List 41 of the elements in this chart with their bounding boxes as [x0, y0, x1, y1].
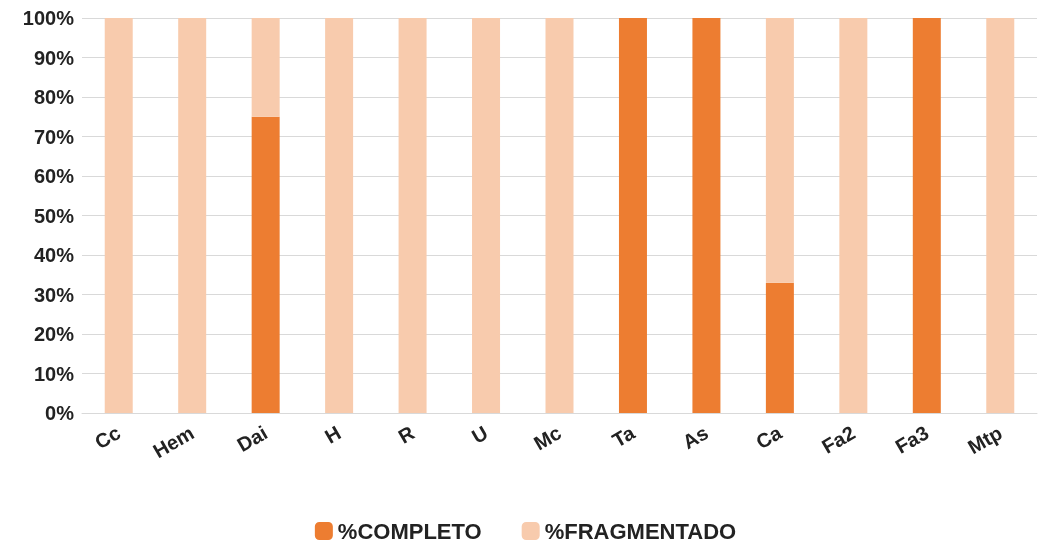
bar: [839, 18, 868, 413]
y-tick-label: 40%: [33, 244, 75, 266]
y-tick-label: 0%: [45, 402, 75, 424]
x-tick-label: R: [394, 421, 419, 448]
bar: [618, 18, 647, 413]
legend-label: %COMPLETO: [337, 518, 482, 544]
legend-label: %FRAGMENTADO: [544, 518, 737, 544]
x-tick-label: Dai: [233, 421, 272, 457]
bar: [765, 18, 794, 283]
bar: [765, 282, 794, 413]
x-tick-label: U: [468, 421, 492, 448]
bar: [325, 18, 354, 413]
bar: [472, 18, 501, 413]
x-tick-label: H: [321, 421, 345, 448]
bar: [104, 18, 133, 413]
bar: [912, 18, 941, 413]
y-tick-label: 30%: [33, 283, 75, 306]
x-tick-label: Fa2: [818, 421, 859, 458]
x-tick-label: Ca: [752, 421, 787, 454]
y-tick-label: 10%: [33, 362, 75, 385]
x-tick-label: Cc: [91, 421, 125, 454]
bar: [986, 18, 1015, 413]
bar: [398, 18, 427, 413]
bar: [545, 18, 574, 413]
x-tick-label: Ta: [608, 421, 640, 452]
y-tick-label: 20%: [33, 323, 75, 345]
x-tick-label: As: [678, 421, 712, 454]
x-tick-label: Hem: [149, 421, 198, 463]
y-tick-label: 70%: [33, 125, 75, 148]
x-tick-label: Mtp: [964, 421, 1006, 459]
y-tick-label: 60%: [33, 165, 75, 187]
x-tick-label: Mc: [529, 421, 565, 455]
bar: [692, 18, 721, 413]
bar: [178, 18, 207, 413]
y-tick-label: 50%: [33, 204, 75, 227]
y-tick-label: 100%: [22, 7, 75, 29]
y-tick-label: 90%: [33, 46, 75, 69]
bar: [251, 116, 280, 413]
y-tick-label: 80%: [33, 86, 75, 108]
x-tick-label: Fa3: [891, 421, 933, 458]
bar: [251, 18, 280, 117]
